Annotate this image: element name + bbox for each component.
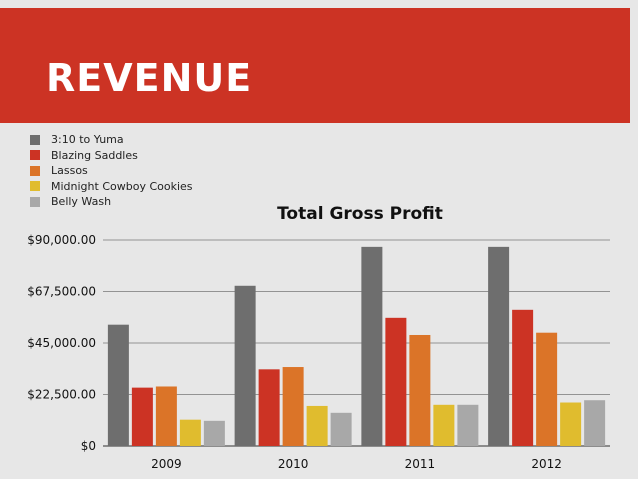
bar xyxy=(385,317,407,446)
bar xyxy=(179,419,201,446)
legend-swatch xyxy=(30,134,40,145)
bars xyxy=(107,246,606,446)
y-tick-label: $0 xyxy=(81,439,96,453)
bar xyxy=(330,412,352,446)
legend-label: 3:10 to Yuma xyxy=(51,133,124,147)
slide-heading: REVENUE xyxy=(46,56,253,100)
bar xyxy=(155,386,177,446)
bar xyxy=(131,387,153,446)
bar xyxy=(203,420,225,446)
bar xyxy=(107,324,129,446)
bar xyxy=(409,334,431,446)
legend-label: Belly Wash xyxy=(51,195,112,209)
bar xyxy=(433,404,455,446)
bar xyxy=(234,285,256,446)
legend-label: Blazing Saddles xyxy=(51,148,138,162)
bar xyxy=(488,246,510,446)
y-tick-label: $22,500.00 xyxy=(27,388,96,402)
legend-item: Midnight Cowboy Cookies xyxy=(30,179,193,195)
y-tick-label: $45,000.00 xyxy=(27,336,96,350)
bar xyxy=(258,369,280,446)
y-axis-ticks: $0 $22,500.00 $45,000.00 $67,500.00 $90,000.… xyxy=(27,233,96,453)
legend-swatch xyxy=(30,150,40,161)
x-axis-ticks: 2009 2010 2011 2012 xyxy=(151,457,562,471)
legend-item: Blazing Saddles xyxy=(30,148,193,164)
legend-swatch xyxy=(30,165,40,176)
bar xyxy=(457,404,479,446)
x-tick-label: 2009 xyxy=(151,457,182,471)
bar xyxy=(282,367,304,446)
legend-item: 3:10 to Yuma xyxy=(30,132,193,148)
bar xyxy=(512,309,534,446)
x-tick-label: 2011 xyxy=(405,457,436,471)
chart-title: Total Gross Profit xyxy=(277,204,443,224)
title-banner: REVENUE xyxy=(0,8,630,123)
y-tick-label: $67,500.00 xyxy=(27,285,96,299)
bar xyxy=(560,402,582,446)
legend-swatch xyxy=(30,181,40,192)
x-tick-label: 2012 xyxy=(531,457,562,471)
bar xyxy=(361,246,383,446)
legend-swatch xyxy=(30,196,40,207)
legend-item: Belly Wash xyxy=(30,194,193,210)
legend-label: Lassos xyxy=(51,164,88,178)
chart-legend: 3:10 to Yuma Blazing Saddles Lassos Midn… xyxy=(30,132,193,210)
legend-item: Lassos xyxy=(30,163,193,179)
bar xyxy=(306,405,328,446)
y-tick-label: $90,000.00 xyxy=(27,233,96,247)
bar xyxy=(536,332,558,446)
legend-label: Midnight Cowboy Cookies xyxy=(51,179,193,193)
gridlines xyxy=(103,239,610,447)
bar xyxy=(584,400,606,446)
x-tick-label: 2010 xyxy=(278,457,309,471)
